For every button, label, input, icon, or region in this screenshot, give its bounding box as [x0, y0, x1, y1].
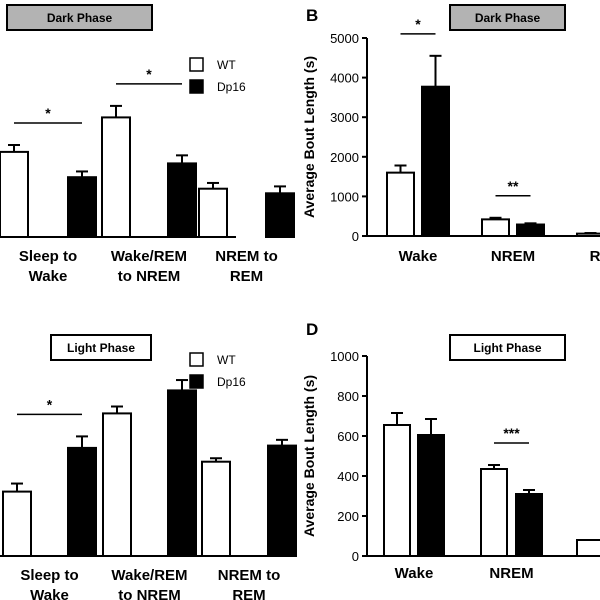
phase-label: Dark Phase	[475, 11, 541, 25]
y-tick-label: 0	[352, 229, 359, 244]
category-label: to NREM	[118, 268, 181, 285]
category-label: Sleep to	[19, 248, 77, 265]
category-label: Wake	[395, 565, 434, 582]
category-label: NREM to	[215, 248, 278, 265]
bar-wt-1	[2, 490, 32, 558]
bar-dp16-2	[516, 223, 545, 238]
bar-wt-2	[481, 218, 510, 237]
phase-label: Light Phase	[473, 341, 541, 355]
bar-wt-3	[576, 539, 600, 557]
category-label: Wake	[30, 587, 69, 600]
phase-label-box	[449, 334, 566, 361]
category-label: NREM to	[218, 567, 281, 584]
legend-swatch-dp16	[189, 374, 204, 389]
category-label: to NREM	[118, 587, 181, 600]
chart-panel-3: Light Phase Sleep to Wake Wake/REM to NREM NR…	[0, 334, 297, 600]
bar-dp16-1	[417, 434, 445, 557]
bar-wt-1	[386, 171, 415, 237]
significance-label: **	[508, 178, 519, 194]
bar-wt-2	[480, 468, 508, 557]
y-tick-label: 600	[337, 429, 359, 444]
significance-label: *	[415, 16, 421, 32]
y-tick-label: 200	[337, 509, 359, 524]
y-tick-label: 3000	[330, 110, 359, 125]
category-label: Sleep to	[20, 567, 78, 584]
bar-wt-1	[0, 150, 29, 238]
significance-label: *	[45, 105, 51, 121]
bar-dp16-1	[67, 176, 97, 238]
category-label: R	[590, 248, 600, 265]
bar-dp16-1	[67, 446, 97, 557]
legend-label-dp16: Dp16	[217, 80, 246, 94]
category-label: Wake/REM	[111, 248, 187, 265]
significance-label: *	[47, 396, 53, 412]
category-label: Wake	[399, 248, 438, 265]
bar-dp16-3	[265, 192, 295, 239]
panel-letter: B	[306, 6, 318, 25]
legend-swatch-wt	[189, 57, 204, 72]
chart-panel-1: Dark Phase Sleep to Wake Wake/REM to NREM NRE…	[0, 4, 295, 285]
bar-wt-3	[198, 187, 228, 238]
significance-label: ***	[503, 425, 520, 441]
phase-label-box	[50, 334, 152, 361]
bar-dp16-1	[421, 85, 450, 238]
y-axis-label: Average Bout Length (s)	[301, 56, 317, 218]
y-tick-label: 2000	[330, 150, 359, 165]
y-tick-label: 1000	[330, 349, 359, 364]
phase-label-box	[6, 4, 153, 31]
chart-panel-4: 0 200 400 600 800 1000 Average Bout Length (s)…	[301, 320, 600, 582]
phase-label: Dark Phase	[47, 11, 113, 25]
bar-dp16-2	[167, 162, 197, 238]
y-axis-label: Average Bout Length (s)	[301, 375, 317, 537]
bar-wt-3	[201, 460, 231, 558]
category-label: REM	[232, 587, 265, 600]
bar-wt-2	[101, 116, 131, 238]
category-label: Wake	[29, 268, 68, 285]
bar-wt-2	[102, 412, 132, 557]
y-tick-label: 0	[352, 549, 359, 564]
category-label: NREM	[491, 248, 535, 265]
category-label: NREM	[489, 565, 533, 582]
bar-dp16-2	[167, 389, 197, 557]
bar-dp16-3	[267, 444, 297, 558]
category-label: Wake/REM	[111, 567, 187, 584]
phase-label: Light Phase	[67, 341, 135, 355]
y-tick-label: 4000	[330, 71, 359, 86]
legend-label-dp16: Dp16	[217, 375, 246, 389]
legend-label-wt: WT	[217, 353, 236, 367]
y-tick-label: 5000	[330, 31, 359, 46]
y-tick-label: 400	[337, 469, 359, 484]
chart-panel-2: 0 1000 2000 3000 4000 5000 Average Bout Length…	[301, 4, 600, 265]
y-tick-label: 1000	[330, 189, 359, 204]
panel-letter: D	[306, 320, 318, 339]
significance-label: *	[146, 66, 152, 82]
bar-dp16-2	[515, 493, 543, 557]
bar-wt-1	[383, 424, 411, 557]
phase-label-box	[449, 4, 566, 31]
legend-swatch-dp16	[189, 79, 204, 94]
legend-swatch-wt	[189, 352, 204, 367]
y-tick-label: 800	[337, 389, 359, 404]
category-label: REM	[230, 268, 263, 285]
legend-label-wt: WT	[217, 58, 236, 72]
